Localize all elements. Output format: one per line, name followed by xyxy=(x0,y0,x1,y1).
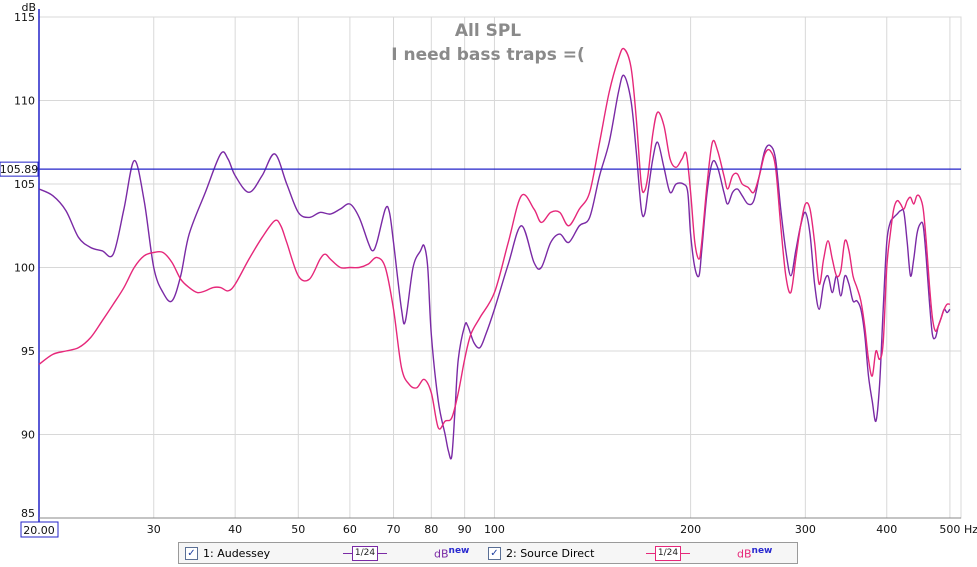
x-tick-labels: 30 40 50 60 70 80 90 100 200 300 400 500 Hz 20.00 xyxy=(20,521,977,538)
smoothing-label: 1/24 xyxy=(352,546,378,561)
series-lines xyxy=(38,47,951,460)
legend-bar: ✓ 1: Audessey 1/24 dBnew ✓ 2: Source Dir… xyxy=(178,542,798,564)
chart-subtitle: I need bass traps =( xyxy=(391,45,585,65)
x-tick-label: 500 xyxy=(939,523,960,536)
x-tick-label: 40 xyxy=(228,523,242,536)
chart-titles: All SPL I need bass traps =( xyxy=(391,21,585,65)
x-tick-label: 30 xyxy=(147,523,161,536)
grid xyxy=(38,9,962,524)
series-line-1 xyxy=(38,74,951,460)
db-new-badge: new xyxy=(448,546,470,556)
y-tick-label: 95 xyxy=(21,345,35,358)
x-start-label-box: 20.00 xyxy=(20,521,59,538)
y-tick-label: 110 xyxy=(14,95,35,108)
x-tick-label: 100 xyxy=(484,523,505,536)
cursor-value-label: 105.89 xyxy=(0,163,38,176)
cursor-line[interactable]: 105.89 xyxy=(0,161,961,177)
x-tick-label: 90 xyxy=(458,523,472,536)
y-tick-label: 100 xyxy=(14,262,35,275)
db-label: dB xyxy=(737,547,752,561)
x-tick-label: 70 xyxy=(387,523,401,536)
x-tick-label: 300 xyxy=(795,523,816,536)
smoothing-label: 1/24 xyxy=(655,546,681,561)
frequency-response-chart: 90 95 100 105 110 115 85 dB 30 40 50 60 70 80 90 100 20… xyxy=(0,1,977,538)
x-tick-label: 200 xyxy=(680,523,701,536)
cursor-value-box xyxy=(0,161,39,177)
x-tick-label: 50 xyxy=(291,523,305,536)
y-tick-label: 115 xyxy=(14,11,35,24)
smoothing-control-audessey[interactable]: 1/24 xyxy=(343,546,387,561)
legend-checkbox-audessey[interactable]: ✓ xyxy=(185,547,198,560)
db-new-badge: new xyxy=(751,546,773,556)
smoothing-control-source-direct[interactable]: 1/24 xyxy=(646,546,690,561)
x-start-label: 20.00 xyxy=(23,524,55,537)
x-tick-label: 80 xyxy=(424,523,438,536)
db-label: dB xyxy=(434,547,449,561)
y-tick-label: 90 xyxy=(21,429,35,442)
y-unit-label: dB xyxy=(21,1,36,14)
x-start-box xyxy=(20,521,59,538)
x-tick-label: 60 xyxy=(343,523,357,536)
legend-label-source-direct: 2: Source Direct xyxy=(506,547,595,560)
x-unit-label: Hz xyxy=(964,523,977,536)
x-tick-label: 400 xyxy=(876,523,897,536)
legend-item-audessey[interactable]: ✓ 1: Audessey xyxy=(185,546,270,561)
y-tick-labels: 90 95 100 105 110 115 85 dB xyxy=(14,1,36,520)
db-indicator-audessey[interactable]: dBnew xyxy=(434,546,469,561)
y-tick-label: 85 xyxy=(21,507,35,520)
chart-title: All SPL xyxy=(455,21,521,41)
series-line-2 xyxy=(38,47,951,430)
db-indicator-source-direct[interactable]: dBnew xyxy=(737,546,772,561)
legend-checkbox-source-direct[interactable]: ✓ xyxy=(488,547,501,560)
legend-item-source-direct[interactable]: ✓ 2: Source Direct xyxy=(488,546,594,561)
y-tick-label: 105 xyxy=(14,178,35,191)
legend-label-audessey: 1: Audessey xyxy=(203,547,271,560)
